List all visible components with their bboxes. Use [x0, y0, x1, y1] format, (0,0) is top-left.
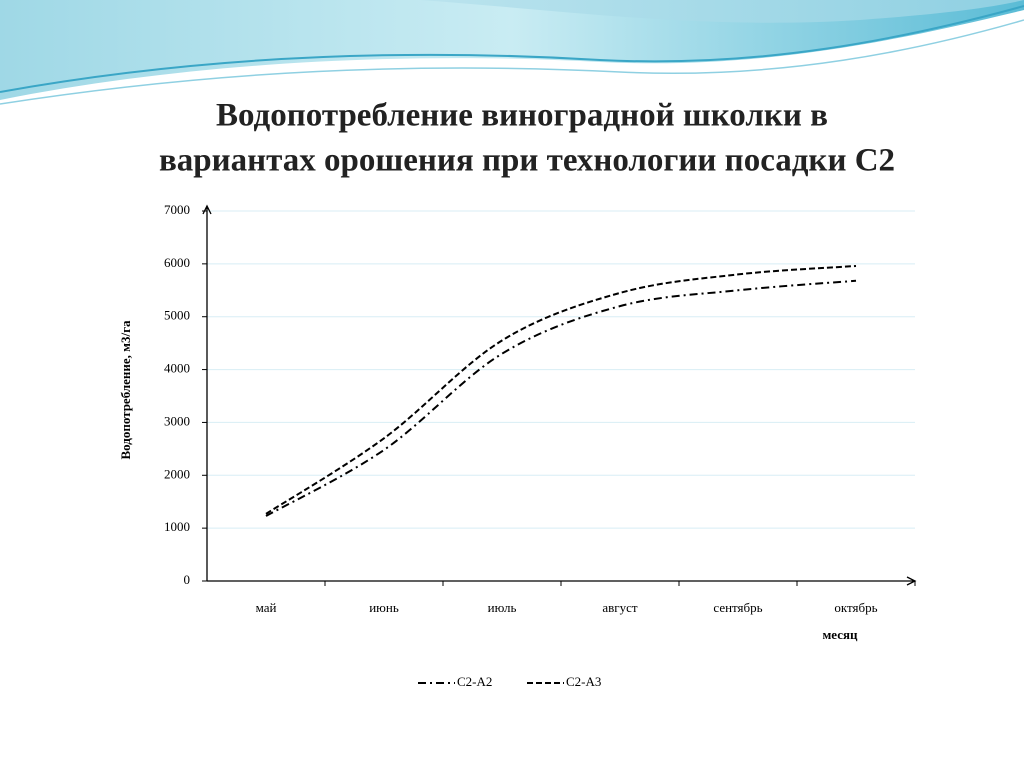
y-tick-label: 7000	[164, 202, 190, 217]
x-tick-label: август	[602, 600, 638, 615]
series-line	[265, 264, 857, 515]
x-tick-label: сентябрь	[713, 600, 762, 615]
y-axis	[202, 204, 212, 581]
y-tick-label: 0	[184, 572, 191, 587]
y-tick-label: 2000	[164, 466, 190, 481]
y-tick-label: 5000	[164, 308, 190, 323]
y-axis-label: Водопотребление, м3/га	[118, 320, 133, 460]
y-tick-label: 4000	[164, 361, 190, 376]
x-tick-label: июнь	[369, 600, 399, 615]
y-tick-label: 3000	[164, 413, 190, 428]
plot: 0 1000 2000 3000 4000 5000 6000 7000 май июнь июль…	[164, 202, 917, 689]
x-tick-label: июль	[488, 600, 517, 615]
title-line: Водопотребление виноградной школки в	[216, 98, 828, 134]
y-tick-label: 1000	[164, 519, 190, 534]
series-line	[265, 279, 857, 517]
title-line: вариантах орошения при технологии посадк…	[159, 143, 895, 179]
decoration	[0, 0, 1024, 105]
x-tick-label: октябрь	[834, 600, 877, 615]
y-tick-label: 6000	[164, 255, 190, 270]
legend-label: С2-А2	[457, 674, 492, 689]
x-tick-label: май	[256, 600, 277, 615]
legend-label: С2-А3	[566, 674, 601, 689]
x-axis-label: месяц	[822, 627, 858, 642]
